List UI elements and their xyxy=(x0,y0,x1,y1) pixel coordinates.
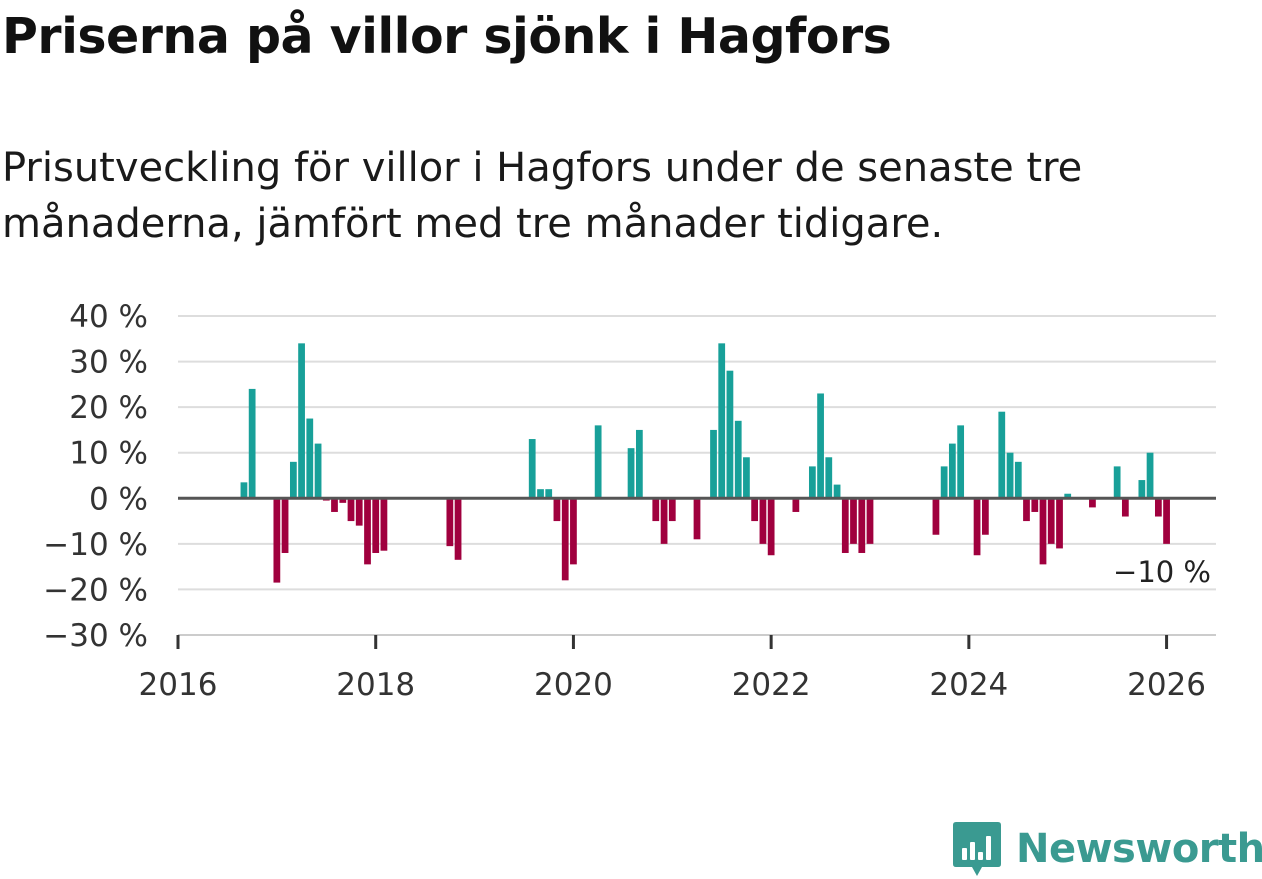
bar xyxy=(759,498,767,544)
bar xyxy=(792,498,800,512)
newsworthy-logo-text: Newsworthy xyxy=(1016,826,1262,872)
bar xyxy=(627,448,635,499)
bar xyxy=(743,457,750,499)
bar xyxy=(1121,498,1129,517)
y-tick-label: −30 % xyxy=(43,618,148,654)
bar xyxy=(364,498,371,565)
x-tick-label: 2020 xyxy=(534,667,613,703)
bar xyxy=(734,420,742,499)
last-value-label: −10 % xyxy=(1113,555,1211,589)
bar xyxy=(1113,466,1121,499)
bar xyxy=(718,343,726,499)
bar xyxy=(808,466,816,499)
bar xyxy=(1039,498,1047,565)
bar xyxy=(841,498,849,553)
bar xyxy=(833,484,841,499)
bar xyxy=(355,498,363,526)
bar xyxy=(240,482,248,499)
bar xyxy=(289,461,297,499)
bar xyxy=(331,498,338,512)
bar xyxy=(446,498,454,547)
bar xyxy=(817,393,824,499)
bar xyxy=(306,418,314,499)
bar xyxy=(858,498,866,553)
bar xyxy=(594,425,602,499)
x-tick-label: 2018 xyxy=(336,667,415,703)
grid-lines xyxy=(178,315,1216,636)
bar xyxy=(314,443,322,499)
x-tick-label: 2016 xyxy=(139,667,218,703)
bar xyxy=(561,498,569,581)
x-tick-label: 2026 xyxy=(1127,667,1206,703)
y-tick-label: 10 % xyxy=(69,436,148,472)
bar xyxy=(825,457,833,499)
bar xyxy=(850,498,857,544)
y-tick-label: −10 % xyxy=(43,527,148,563)
bar xyxy=(1056,498,1063,549)
y-tick-label: 0 % xyxy=(89,481,148,517)
bar-chart: 40 % 30 % 20 % 10 % 0 % −10 % −20 % −30 % 2016 20… xyxy=(43,299,1216,703)
bar xyxy=(1163,498,1170,544)
bar xyxy=(710,429,717,499)
bar xyxy=(281,498,289,553)
bar xyxy=(973,498,981,556)
bar xyxy=(1146,452,1154,499)
x-tick-label: 2024 xyxy=(929,667,1008,703)
y-tick-label: 20 % xyxy=(69,390,148,426)
bar xyxy=(1089,498,1096,508)
bar-series xyxy=(240,343,1170,583)
bar xyxy=(347,498,355,522)
bar xyxy=(726,370,734,499)
bar xyxy=(998,411,1006,499)
bar xyxy=(1023,498,1030,522)
bar xyxy=(1064,493,1072,499)
bar xyxy=(948,443,956,499)
y-tick-label: 40 % xyxy=(69,299,148,335)
newsworthy-logo-icon xyxy=(953,822,1001,876)
bar xyxy=(528,439,536,499)
y-tick-label: 30 % xyxy=(69,345,148,381)
bar xyxy=(273,498,281,583)
newsworthy-logo: Newsworthy xyxy=(952,820,1262,878)
bar xyxy=(298,343,305,499)
y-tick-label: −20 % xyxy=(43,572,148,608)
x-tick-label: 2022 xyxy=(732,667,811,703)
bar xyxy=(1138,480,1146,499)
bar xyxy=(693,498,701,540)
bar xyxy=(940,466,948,499)
bar xyxy=(1154,498,1162,517)
bar xyxy=(660,498,668,544)
bar xyxy=(751,498,759,522)
bar xyxy=(372,498,380,553)
bar xyxy=(454,498,462,560)
bar xyxy=(553,498,561,522)
bar xyxy=(248,388,256,499)
bar xyxy=(1014,461,1022,499)
bar xyxy=(1047,498,1055,544)
axes xyxy=(176,496,1216,649)
bar xyxy=(652,498,660,522)
bar xyxy=(545,489,553,499)
bar xyxy=(537,489,544,499)
bar xyxy=(1031,498,1039,512)
bar xyxy=(668,498,676,522)
bar xyxy=(866,498,874,544)
bar xyxy=(635,429,643,499)
bar xyxy=(1006,452,1014,499)
tick-labels: 40 % 30 % 20 % 10 % 0 % −10 % −20 % −30 % 2016 20… xyxy=(43,299,1211,703)
bar xyxy=(380,498,388,551)
bar xyxy=(981,498,989,535)
bar xyxy=(957,425,965,499)
bar xyxy=(932,498,940,535)
bar xyxy=(339,498,347,503)
bar xyxy=(767,498,775,556)
bar xyxy=(570,498,577,565)
chart-title: Priserna på villor sjönk i Hagfors xyxy=(2,8,892,65)
chart-subtitle: Prisutveckling för villor i Hagfors unde… xyxy=(2,145,1083,247)
